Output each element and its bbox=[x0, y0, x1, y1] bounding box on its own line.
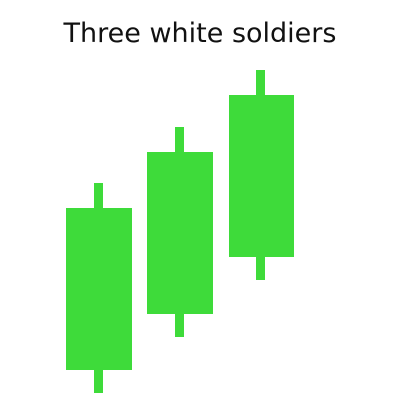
third-bullish-candle bbox=[229, 70, 294, 280]
candle-body bbox=[147, 152, 213, 314]
candle-body bbox=[66, 208, 132, 370]
page-title: Three white soldiers bbox=[63, 18, 337, 49]
candle-body bbox=[229, 95, 294, 257]
second-bullish-candle bbox=[147, 127, 213, 337]
first-bullish-candle bbox=[66, 183, 132, 393]
